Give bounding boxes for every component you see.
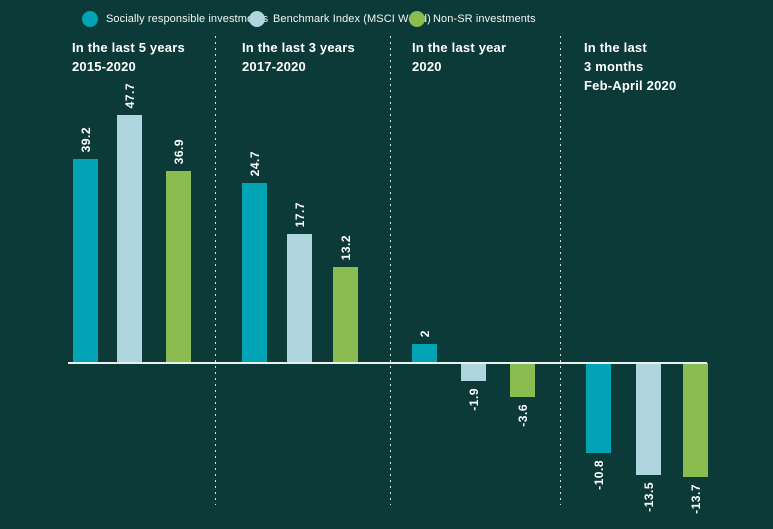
group-title-line: In the last 3 years (242, 40, 355, 55)
bar-benchmark-g3 (461, 363, 486, 381)
group-title-g4: In the last 3 months Feb-April 2020 (584, 38, 676, 95)
separator-line-3 (560, 36, 561, 505)
bar-value-label-non_sr-g3: -3.6 (515, 404, 530, 427)
group-title-line: Feb-April 2020 (584, 78, 677, 93)
group-title-line: In the last year (412, 40, 507, 55)
bar-sr-g1 (73, 159, 98, 363)
bar-sr-g3 (412, 344, 437, 363)
bar-sr-g4 (586, 363, 611, 453)
legend-swatch-benchmark-icon (249, 11, 265, 27)
group-title-line: 3 months (584, 59, 644, 74)
bar-value-label-sr-g3: 2 (417, 329, 432, 337)
legend-label-benchmark: Benchmark Index (MSCI World) (273, 13, 431, 25)
bar-value-label-sr-g1: 39.2 (78, 126, 93, 152)
bar-non_sr-g1 (166, 171, 191, 363)
bar-value-label-benchmark-g1: 47.7 (122, 82, 137, 108)
bar-value-label-benchmark-g2: 17.7 (292, 201, 307, 227)
group-title-line: 2015-2020 (72, 59, 136, 74)
separator-line-1 (215, 36, 216, 505)
group-title-line: In the last (584, 40, 647, 55)
legend-swatch-non_sr-icon (409, 11, 425, 27)
bar-value-label-benchmark-g4: -13.5 (641, 482, 656, 512)
bar-value-label-non_sr-g2: 13.2 (338, 234, 353, 260)
bar-sr-g2 (242, 183, 267, 363)
legend-swatch-sr-icon (82, 11, 98, 27)
group-title-g1: In the last 5 years 2015-2020 (72, 38, 185, 76)
zero-baseline (68, 362, 707, 364)
bar-benchmark-g1 (117, 115, 142, 363)
bar-value-label-non_sr-g4: -13.7 (688, 484, 703, 514)
legend-label-non_sr: Non-SR investments (433, 13, 536, 25)
separator-line-2 (390, 36, 391, 505)
group-title-g3: In the last year 2020 (412, 38, 506, 76)
bar-value-label-sr-g4: -10.8 (591, 460, 606, 490)
bar-value-label-sr-g2: 24.7 (247, 150, 262, 176)
bar-non_sr-g3 (510, 363, 535, 397)
bar-non_sr-g4 (683, 363, 708, 477)
bar-benchmark-g4 (636, 363, 661, 475)
group-title-line: 2017-2020 (242, 59, 306, 74)
legend-label-sr: Socially responsible investments (106, 13, 269, 25)
bar-benchmark-g2 (287, 234, 312, 363)
group-title-line: 2020 (412, 59, 442, 74)
group-title-g2: In the last 3 years 2017-2020 (242, 38, 355, 76)
bar-value-label-benchmark-g3: -1.9 (466, 388, 481, 411)
bar-value-label-non_sr-g1: 36.9 (171, 138, 186, 164)
group-title-line: In the last 5 years (72, 40, 185, 55)
bar-non_sr-g2 (333, 267, 358, 363)
